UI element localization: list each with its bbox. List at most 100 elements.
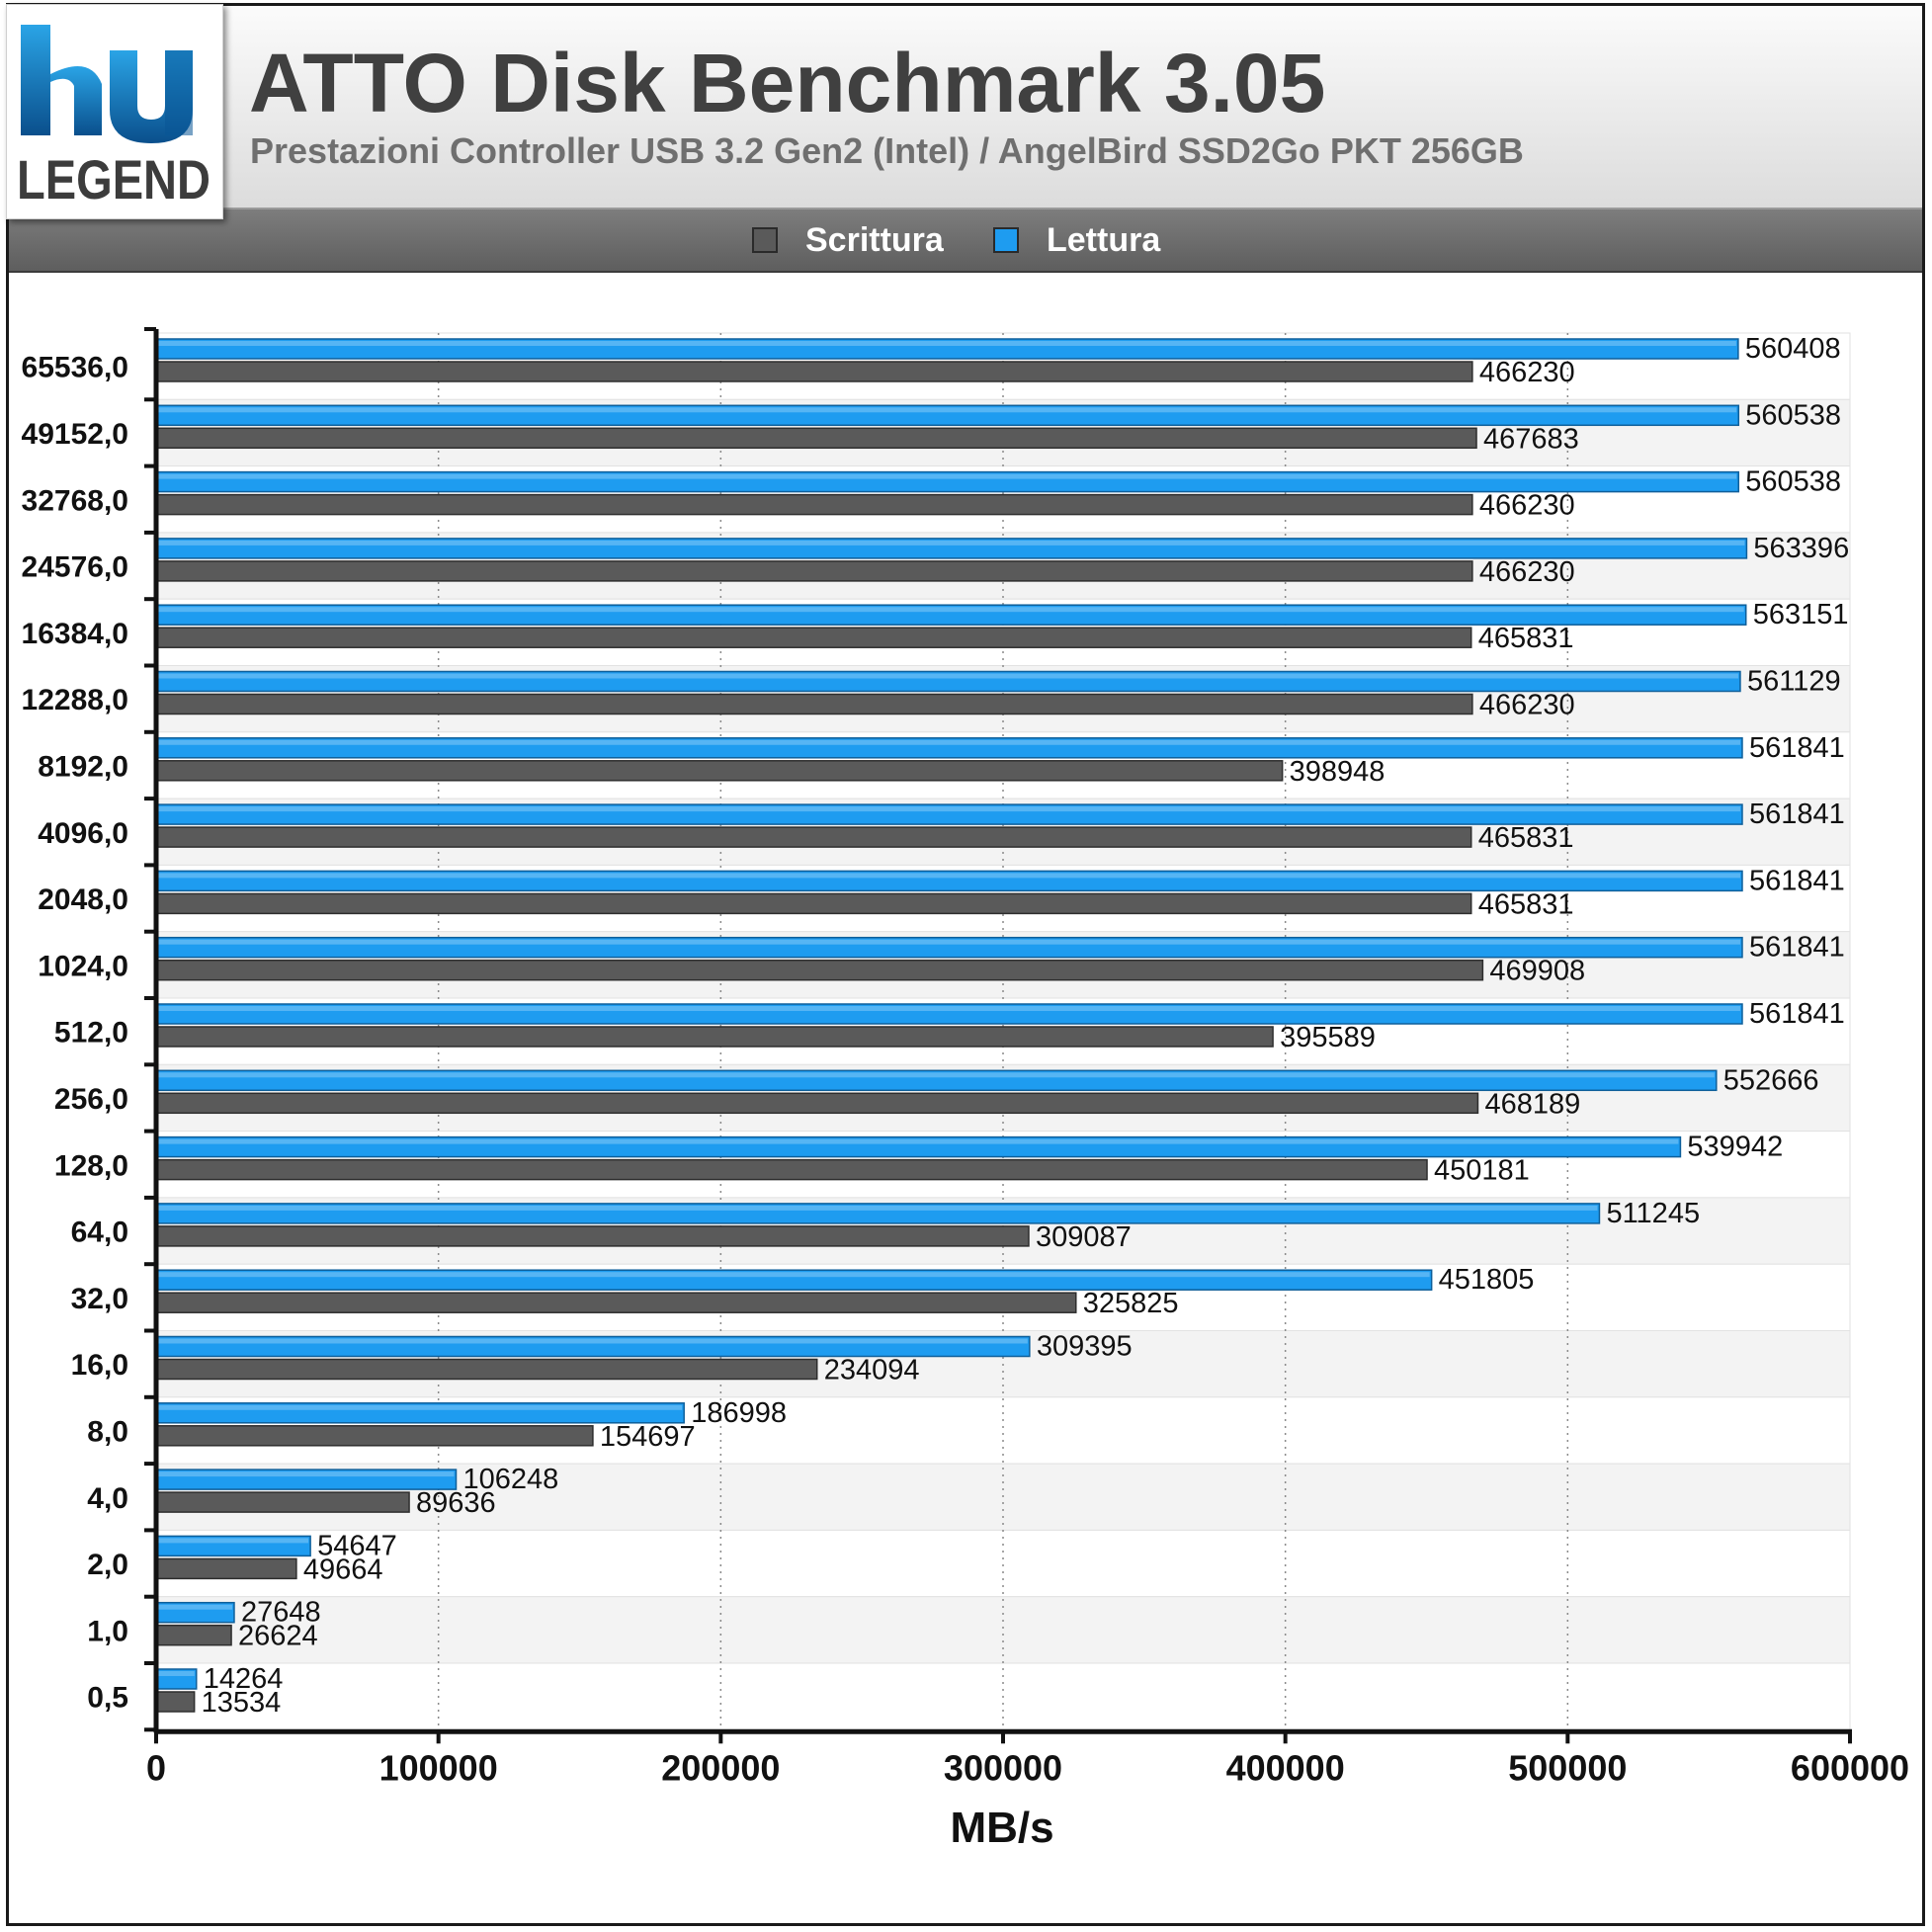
labels: 560408 466230 65536,0 560538 467683 49152,0 56… — [22, 333, 1910, 1788]
y-tick-label: 32768,0 — [22, 484, 128, 517]
bar-read-highlight — [156, 407, 1737, 413]
bar-write — [155, 959, 1484, 981]
bar-read-highlight — [156, 939, 1740, 945]
bar-read-highlight — [156, 1272, 1430, 1278]
y-tick-label: 8192,0 — [38, 750, 128, 783]
bar-read-highlight — [156, 1338, 1028, 1344]
data-label-write: 325825 — [1083, 1288, 1179, 1319]
data-label-read: 511245 — [1606, 1198, 1700, 1229]
bar-read-highlight — [156, 540, 1745, 546]
bar-write — [155, 1292, 1077, 1313]
bar-read-highlight — [156, 1604, 232, 1610]
bar-read-highlight — [156, 341, 1736, 346]
data-label-read: 560408 — [1745, 333, 1841, 365]
y-tick-label: 12288,0 — [22, 684, 128, 716]
data-label-read: 309395 — [1037, 1331, 1133, 1363]
y-tick-label: 4096,0 — [38, 817, 128, 850]
bar-read-highlight — [156, 673, 1738, 679]
bar-write — [155, 1425, 594, 1447]
bar-write — [155, 560, 1473, 582]
bar-write — [155, 1691, 196, 1713]
y-tick-label: 128,0 — [54, 1149, 128, 1182]
y-tick-label: 0,5 — [87, 1682, 128, 1715]
data-label-read: 561841 — [1749, 732, 1845, 764]
y-tick-label: 16,0 — [71, 1349, 128, 1382]
bar-write — [155, 627, 1472, 648]
data-label-write: 466230 — [1479, 357, 1575, 388]
y-tick-label: 1,0 — [87, 1615, 128, 1647]
y-tick-label: 4,0 — [87, 1482, 128, 1515]
bar-write — [155, 1092, 1479, 1115]
x-tick-label: 600000 — [1791, 1747, 1909, 1788]
bar-read-highlight — [156, 1471, 455, 1477]
data-label-read: 186998 — [691, 1397, 787, 1429]
x-axis-label: MB/s — [950, 1804, 1053, 1852]
data-label-write: 469908 — [1489, 956, 1585, 987]
data-label-write: 466230 — [1479, 556, 1575, 588]
data-label-write: 395589 — [1280, 1022, 1376, 1053]
bar-read-highlight — [156, 1006, 1740, 1011]
bar-write — [155, 1026, 1274, 1048]
bar-read-highlight — [156, 607, 1744, 613]
data-label-read: 561841 — [1749, 798, 1845, 830]
y-tick-label: 49152,0 — [22, 418, 128, 451]
data-label-write: 465831 — [1478, 822, 1574, 854]
chart-header: ATTO Disk Benchmark 3.05 Prestazioni Con… — [9, 6, 1922, 210]
bar-write — [155, 1158, 1428, 1181]
hwlegend-logo: LEGEND — [6, 4, 223, 219]
data-label-write: 309087 — [1036, 1221, 1132, 1253]
bar-read-highlight — [156, 873, 1740, 879]
data-label-read: 106248 — [463, 1464, 559, 1495]
x-tick-label: 200000 — [661, 1747, 780, 1788]
x-tick-label: 400000 — [1226, 1747, 1345, 1788]
bar-read-highlight — [156, 806, 1740, 812]
data-label-write: 154697 — [600, 1421, 696, 1453]
bar-read-highlight — [156, 1072, 1715, 1078]
x-tick-label: 0 — [146, 1747, 166, 1788]
y-tick-label: 8,0 — [87, 1415, 128, 1448]
svg-text:LEGEND: LEGEND — [17, 148, 210, 210]
data-label-write: 26624 — [238, 1621, 318, 1652]
data-label-read: 560538 — [1745, 466, 1841, 498]
y-tick-label: 2048,0 — [38, 883, 128, 916]
bar-write — [155, 1624, 232, 1646]
bar-write — [155, 892, 1472, 915]
bar-read-highlight — [156, 1404, 683, 1410]
y-tick-label: 512,0 — [54, 1017, 128, 1050]
data-label-write: 13534 — [202, 1687, 282, 1719]
data-label-read: 561129 — [1747, 666, 1841, 698]
data-label-write: 450181 — [1434, 1155, 1530, 1187]
y-tick-label: 256,0 — [54, 1083, 128, 1116]
data-label-write: 466230 — [1479, 690, 1575, 721]
bar-write — [155, 760, 1284, 782]
data-label-read: 552666 — [1723, 1064, 1819, 1096]
data-label-read: 561841 — [1749, 932, 1845, 964]
bar-write — [155, 1557, 297, 1580]
bar-read-highlight — [156, 1538, 309, 1544]
data-label-write: 398948 — [1290, 756, 1386, 788]
chart-legend: Scrittura Lettura — [9, 210, 1922, 273]
bars — [155, 338, 1748, 1713]
bar-write — [155, 493, 1473, 516]
data-label-read: 54647 — [317, 1530, 397, 1561]
legend-item-read: Lettura — [993, 221, 1160, 259]
bar-write — [155, 1491, 410, 1513]
data-label-read: 539942 — [1687, 1132, 1783, 1163]
data-label-read: 451805 — [1439, 1264, 1535, 1296]
legend-swatch-write — [752, 227, 778, 253]
y-tick-label: 1024,0 — [38, 950, 128, 982]
legend-item-write: Scrittura — [752, 221, 944, 259]
data-label-write: 466230 — [1479, 490, 1575, 522]
x-tick-label: 100000 — [379, 1747, 498, 1788]
axes — [144, 327, 1852, 1744]
data-label-read: 563151 — [1753, 599, 1849, 630]
y-tick-label: 16384,0 — [22, 618, 128, 650]
hwlegend-logo-mark: LEGEND — [17, 25, 210, 210]
x-tick-label: 500000 — [1508, 1747, 1627, 1788]
y-tick-label: 2,0 — [87, 1549, 128, 1581]
bar-write — [155, 1358, 818, 1381]
bar-read-highlight — [156, 1138, 1679, 1144]
bar-write — [155, 361, 1473, 382]
data-label-write: 467683 — [1483, 423, 1579, 455]
